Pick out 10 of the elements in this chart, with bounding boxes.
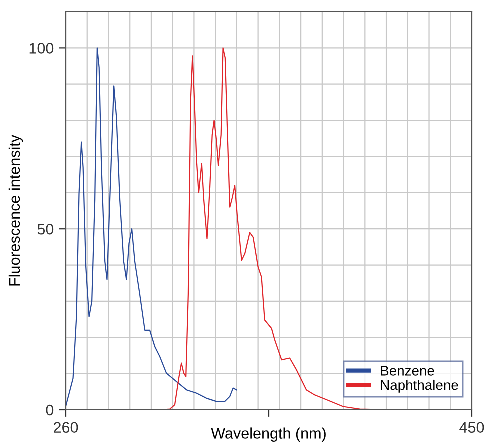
x-tick-label: 260 xyxy=(54,422,78,434)
x-tick-label: 450 xyxy=(460,422,484,434)
legend-label: Benzene xyxy=(381,366,434,376)
y-tick-label: 100 xyxy=(30,43,54,54)
y-tick-label: 0 xyxy=(46,404,54,416)
legend-label: Naphthalene xyxy=(381,380,458,393)
x-axis-title: Wavelength (nm) xyxy=(211,428,326,442)
y-axis-title: Fluorescence intensity xyxy=(8,135,24,286)
line-series xyxy=(66,48,238,407)
y-tick-label: 50 xyxy=(38,224,54,235)
